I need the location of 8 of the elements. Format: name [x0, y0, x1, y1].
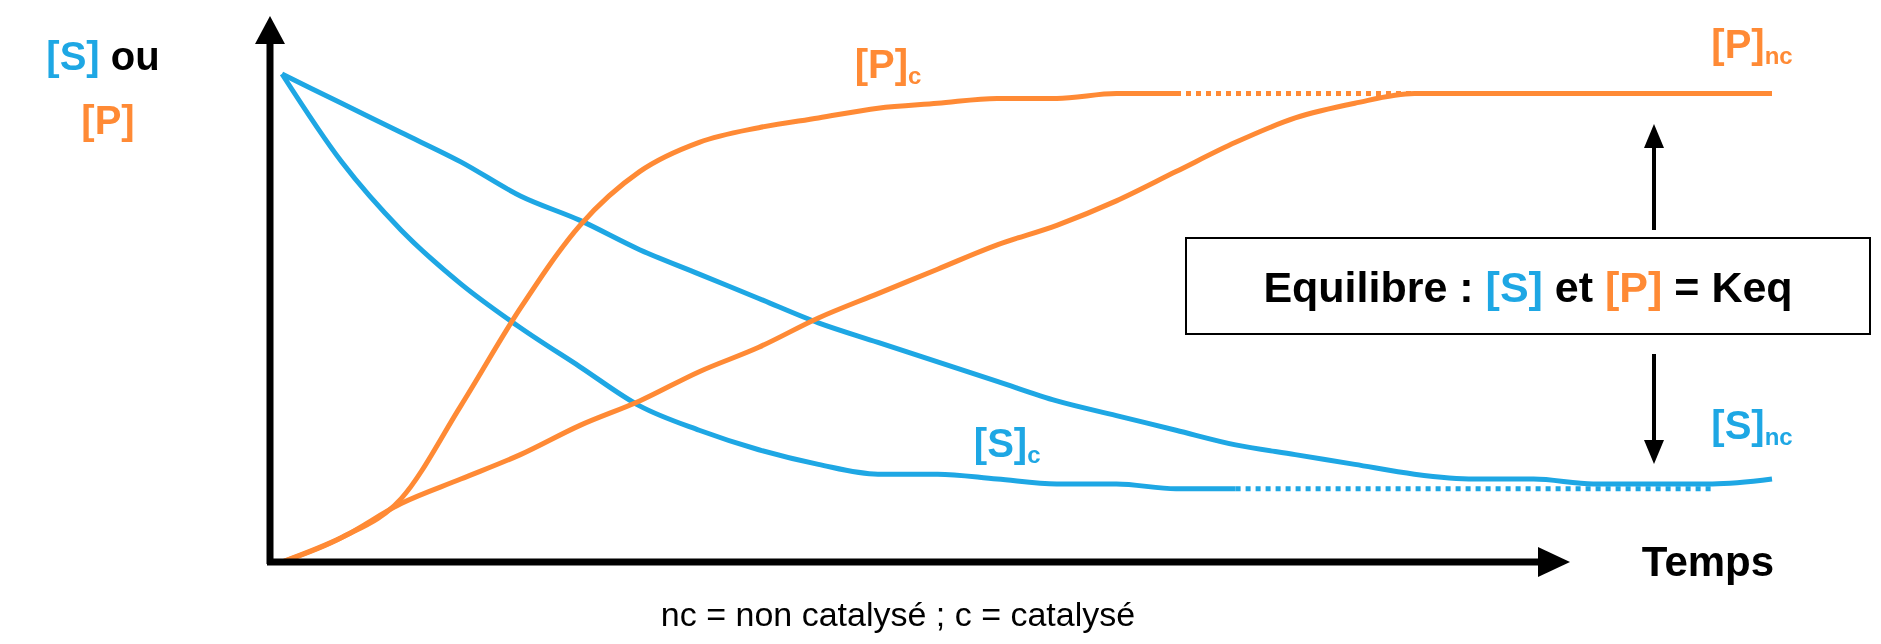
- text: nc = non catalysé ; c = catalysé: [660, 595, 1136, 633]
- x-axis-title: Temps: [1641, 538, 1775, 585]
- annotation: Equilibre : [S] et [P] = Keq: [1263, 263, 1793, 311]
- series-label: [P]$_{nc}$: [1711, 21, 1793, 69]
- series-label: [P]$_{c}$: [854, 42, 922, 90]
- series-label: [S]$_{c}$: [973, 421, 1041, 469]
- y-axis-title: [S] ou [P]: [46, 34, 160, 142]
- series-label: [S]$_{nc}$: [1711, 403, 1793, 451]
